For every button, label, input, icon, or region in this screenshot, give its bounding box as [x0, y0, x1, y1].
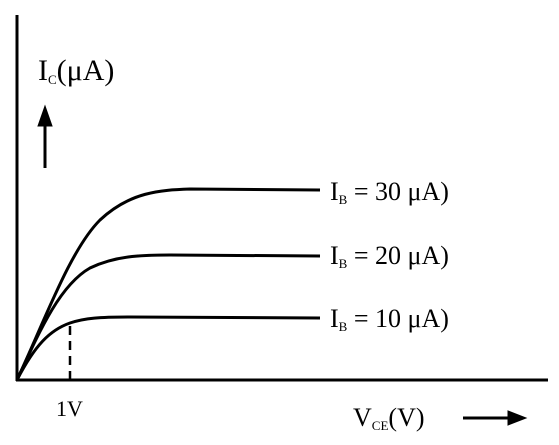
y-axis-label: IC(μA)	[38, 54, 114, 87]
label-main: I	[330, 241, 339, 270]
knee-label: 1V	[56, 396, 83, 421]
label-sub: B	[339, 256, 348, 271]
label-sub: B	[339, 319, 348, 334]
label-rest: = 20 μA)	[347, 241, 449, 270]
label-rest: (μA)	[57, 54, 115, 87]
curve-label: IB = 30 μA)	[330, 177, 449, 207]
label-rest: (V)	[388, 403, 424, 432]
curve-10	[15, 315, 321, 381]
label-sub: B	[339, 192, 348, 207]
label-main: V	[353, 403, 372, 432]
label-main: I	[38, 54, 48, 87]
up-arrow-head	[37, 104, 53, 127]
curve-label: IB = 10 μA)	[330, 304, 449, 334]
label-sub: C	[48, 72, 57, 87]
right-arrow-head	[507, 410, 528, 426]
curve-20	[15, 253, 321, 381]
x-axis-label: VCE(V)	[353, 403, 425, 433]
label-rest: = 10 μA)	[347, 304, 449, 333]
label-main: I	[330, 304, 339, 333]
label-sub: CE	[372, 418, 389, 433]
label-rest: = 30 μA)	[347, 177, 449, 206]
curve-label: IB = 20 μA)	[330, 241, 449, 271]
label-main: I	[330, 177, 339, 206]
curve-30	[15, 187, 321, 381]
